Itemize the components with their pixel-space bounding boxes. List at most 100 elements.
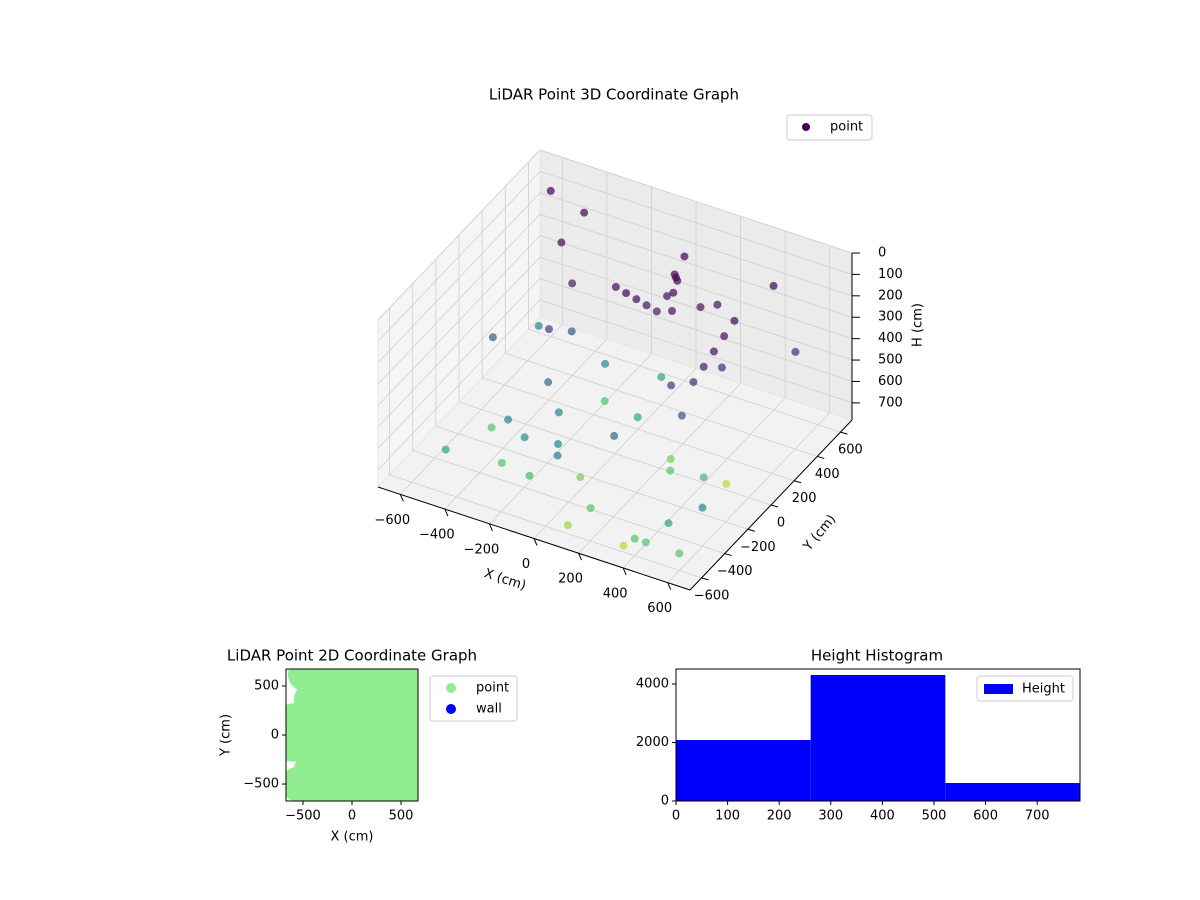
point (675, 549, 684, 558)
legend-marker (802, 123, 810, 131)
x-tick-label: 300 (818, 809, 843, 824)
point (441, 445, 450, 454)
y-tick-label: 200 (792, 491, 817, 506)
point (544, 378, 553, 387)
point (717, 363, 726, 372)
point (632, 295, 641, 304)
bar (676, 740, 811, 801)
tick-mark (840, 431, 848, 435)
x-tick-label: 200 (558, 572, 583, 587)
y-tick-label: −200 (740, 540, 776, 555)
point (534, 321, 543, 330)
grid-line (377, 235, 853, 406)
point (666, 455, 675, 464)
x-tick-label: 400 (603, 586, 628, 601)
point (633, 413, 642, 422)
x-tick-label: 200 (767, 809, 792, 824)
chart-title: LiDAR Point 3D Coordinate Graph (489, 86, 739, 104)
grid-line (377, 192, 853, 364)
point (563, 521, 572, 530)
y-tick-label: 600 (838, 443, 863, 458)
tick-mark (794, 480, 802, 484)
point (622, 289, 631, 298)
point (576, 473, 585, 482)
tick-mark (667, 582, 672, 590)
point (568, 279, 577, 288)
point (722, 479, 731, 488)
x-axis (377, 486, 691, 591)
tick-mark (622, 567, 627, 576)
grid-line (377, 299, 853, 471)
y-tick-label: 0 (271, 728, 279, 743)
tick-mark (578, 553, 583, 561)
x-tick-label: −500 (285, 809, 321, 824)
x-tick-label: −200 (464, 542, 500, 557)
z-tick-label: 100 (878, 267, 903, 282)
point (396, 669, 418, 694)
x-tick-label: 500 (922, 809, 947, 824)
x-tick-label: −600 (374, 513, 410, 528)
point (677, 411, 686, 420)
point (666, 466, 675, 475)
grid-line (377, 213, 853, 385)
y-tick-label: −400 (717, 564, 753, 579)
y-tick-label: 400 (815, 467, 840, 482)
point (699, 473, 708, 482)
point (709, 347, 718, 356)
legend-label: point (476, 681, 509, 696)
y-tick-label: 4000 (636, 677, 669, 692)
grid-line (504, 186, 818, 457)
point (664, 519, 673, 528)
point (699, 362, 708, 371)
z-tick-label: 700 (878, 395, 903, 410)
point (497, 458, 506, 467)
point (487, 423, 496, 432)
chart-title: Height Histogram (811, 647, 943, 665)
grid-line (377, 256, 853, 428)
tick-mark (399, 494, 404, 502)
tick-mark (444, 508, 449, 517)
y-tick-label: −500 (243, 777, 279, 792)
chart-title: LiDAR Point 2D Coordinate Graph (227, 647, 477, 665)
point (580, 208, 589, 217)
legend-marker (446, 704, 456, 714)
tick-mark (488, 523, 493, 531)
grid-line (412, 283, 725, 554)
legend-label: point (830, 120, 863, 135)
point (545, 325, 553, 334)
point (668, 306, 676, 315)
tick-mark (724, 553, 732, 557)
tick-mark (533, 538, 538, 546)
z-tick-label: 400 (878, 331, 903, 346)
point (601, 359, 610, 368)
z-tick-label: 0 (878, 246, 886, 261)
point (791, 347, 800, 356)
legend-box (429, 675, 518, 722)
x-tick-label: 0 (672, 809, 680, 824)
points (286, 669, 418, 801)
bar (810, 674, 946, 801)
x-axis-label: X (cm) (331, 830, 374, 845)
tick-mark (701, 577, 709, 581)
y-tick-label: 500 (254, 678, 279, 693)
point (641, 538, 650, 547)
x-tick-label: 700 (1025, 809, 1050, 824)
point (525, 471, 534, 480)
point (287, 669, 322, 692)
grid-line (489, 186, 652, 525)
y-tick-label: 0 (661, 794, 669, 809)
grid-line (377, 170, 853, 342)
point (720, 332, 729, 341)
x-tick-label: 600 (647, 601, 672, 616)
point (730, 316, 739, 325)
grid-line (578, 216, 741, 554)
point (680, 252, 689, 261)
point (554, 440, 562, 449)
z-tick-label: 300 (878, 310, 903, 325)
point (557, 238, 566, 247)
grid-line (667, 245, 831, 583)
point (667, 381, 676, 390)
point (696, 303, 705, 312)
point (554, 408, 563, 417)
tick-mark (817, 455, 825, 459)
